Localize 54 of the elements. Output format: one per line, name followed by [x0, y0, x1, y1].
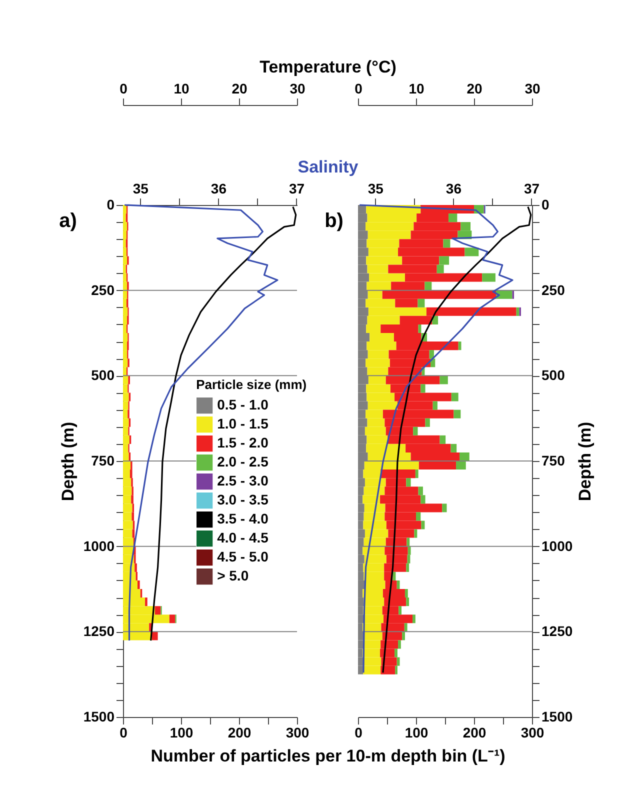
y-tick-label: 0: [542, 196, 550, 212]
y-tick-label: 500: [542, 367, 566, 384]
text: b): [324, 210, 344, 232]
y-tick-label: 0: [106, 196, 115, 212]
legend-label: 0.5 - 1.0: [217, 396, 269, 413]
y-tick-label: 1000: [83, 538, 115, 554]
x-tick-label: 200: [462, 724, 486, 740]
y-tick-label: 250: [542, 282, 566, 298]
text: a): [59, 210, 77, 232]
y-axis-title: Depth (m): [576, 422, 595, 502]
x2-tick-label: 20: [466, 80, 482, 96]
x-tick-label: 0: [120, 724, 128, 740]
y-tick-label: 750: [542, 452, 566, 468]
x2-tick-label: 30: [290, 80, 306, 96]
y-tick-label: 750: [91, 452, 115, 468]
legend-title: Particle size (mm): [196, 377, 307, 392]
legend-label: 2.5 - 3.0: [217, 472, 269, 489]
x-axis-title: Number of particles per 10-m depth bin (L⁻¹): [150, 746, 506, 766]
x2-tick-label: 20: [232, 80, 248, 96]
legend-label: 1.0 - 1.5: [217, 416, 269, 432]
x-tick-label: 37: [524, 180, 540, 196]
legend-label: 4.0 - 4.5: [217, 530, 269, 546]
x-tick-label: 200: [228, 724, 252, 740]
x-tick-label: 300: [286, 724, 310, 740]
x2-axis-title: Temperature (°C): [260, 58, 396, 76]
x2-tick-label: 0: [354, 80, 363, 96]
y-tick-label: 500: [91, 367, 115, 384]
y-tick-label: 1500: [542, 708, 573, 724]
legend-label: 3.5 - 4.0: [217, 510, 269, 527]
x2-tick-label: 10: [174, 80, 190, 96]
x-tick-label: 0: [354, 724, 363, 740]
legend-label: 2.0 - 2.5: [217, 454, 269, 470]
legend-label: 4.5 - 5.0: [217, 548, 269, 565]
x2-tick-label: 0: [120, 80, 128, 96]
y-axis-title: Depth (m): [58, 422, 78, 502]
x-tick-label: 100: [404, 724, 428, 740]
y-tick-label: 1250: [83, 623, 115, 640]
x-tick-label: 100: [170, 724, 194, 740]
x-tick-label: 35: [132, 180, 149, 196]
x-tick-label: 36: [446, 180, 462, 196]
x2-tick-label: 30: [524, 80, 540, 96]
legend-label: 3.0 - 3.5: [217, 492, 269, 508]
x-tick-label: 36: [210, 180, 227, 196]
y-tick-label: 250: [91, 282, 115, 298]
legend-label: > 5.0: [217, 568, 249, 584]
x2-tick-label: 10: [408, 80, 424, 96]
legend-label: 1.5 - 2.0: [217, 434, 269, 451]
y-tick-label: 1250: [542, 623, 573, 640]
x-tick-label: 300: [520, 724, 544, 740]
x-tick-label: 37: [288, 180, 305, 196]
x-tick-label: 35: [368, 180, 384, 196]
y-tick-label: 1000: [542, 538, 573, 554]
y-tick-label: 1500: [83, 708, 115, 724]
x-axis-title: Salinity: [298, 158, 359, 176]
